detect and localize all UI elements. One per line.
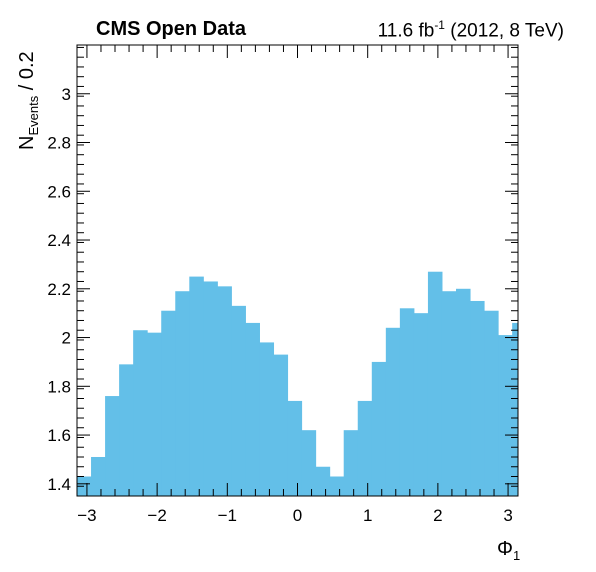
histogram-bin (273, 354, 289, 496)
histogram-bin (231, 305, 246, 496)
histogram-bin (371, 361, 387, 496)
histogram-bin (147, 332, 162, 496)
histogram-bin (287, 400, 303, 496)
lumi-conditions: (2012, 8 TeV) (444, 20, 564, 42)
histogram-bin (470, 300, 485, 496)
y-tick-label: 1.6 (47, 426, 71, 445)
histogram-bin (133, 330, 148, 496)
histogram-bin (77, 476, 92, 496)
histogram-bin (385, 327, 401, 496)
histogram-bin (91, 456, 106, 496)
histogram-bin (203, 281, 218, 496)
histogram-bin (343, 430, 359, 496)
luminosity-label: 11.6 fb-1 (2012, 8 TeV) (378, 18, 564, 42)
x-axis-label-main: Φ (497, 538, 513, 560)
x-tick-label: −1 (218, 506, 237, 525)
histogram-bars (77, 271, 519, 496)
x-axis-label-sub: 1 (512, 548, 521, 563)
x-tick-label: 2 (433, 506, 442, 525)
y-axis-label-main: N (16, 135, 38, 150)
x-tick-label: 0 (293, 506, 302, 525)
histogram-bin (161, 310, 176, 496)
histogram-bin (357, 400, 373, 496)
y-axis-label: NEvents / 0.2 (16, 51, 41, 150)
y-tick-label: 2.2 (47, 280, 71, 299)
histogram-bin (498, 335, 513, 496)
y-tick-label: 3 (62, 85, 71, 104)
histogram-bin (413, 313, 429, 496)
histogram-bin (456, 288, 471, 496)
y-tick-label: 2.4 (47, 231, 71, 250)
y-tick-label: 1.8 (47, 377, 71, 396)
lumi-value: 11.6 fb (377, 20, 435, 42)
y-tick-label: 2.6 (47, 182, 71, 201)
histogram-bin (245, 322, 260, 496)
axis-tick-labels: −3 −2 −1 0 1 2 3 1.4 1.6 1.8 2 2.2 2.4 2.6 2.8 3 (47, 85, 512, 525)
x-tick-label: −2 (147, 506, 166, 525)
histogram-bin (259, 342, 275, 496)
experiment-label: CMS Open Data (96, 18, 247, 40)
histogram-bin (119, 364, 134, 496)
histogram-bin (175, 291, 190, 496)
histogram-bin (315, 466, 331, 496)
histogram-bin (441, 291, 457, 496)
histogram-bin (484, 310, 499, 496)
histogram-bin (301, 430, 317, 496)
x-axis-label: Φ1 (497, 538, 520, 563)
y-tick-label: 2 (62, 329, 71, 348)
histogram-bin (512, 322, 519, 496)
axis-ticks (77, 45, 518, 497)
histogram-bin (189, 276, 204, 496)
y-tick-label: 2.8 (47, 134, 71, 153)
histogram-bin (329, 476, 345, 496)
x-tick-label: −3 (77, 506, 96, 525)
y-axis-label-rest: / 0.2 (16, 51, 38, 96)
x-tick-label: 1 (363, 506, 372, 525)
histogram-bin (399, 308, 415, 496)
y-tick-label: 1.4 (47, 475, 71, 494)
lumi-exponent: -1 (434, 18, 445, 32)
histogram-bin (427, 271, 443, 496)
y-axis-label-sub: Events (26, 95, 41, 136)
x-tick-label: 3 (503, 506, 512, 525)
histogram-bin (105, 396, 120, 496)
histogram-bin (217, 286, 232, 496)
